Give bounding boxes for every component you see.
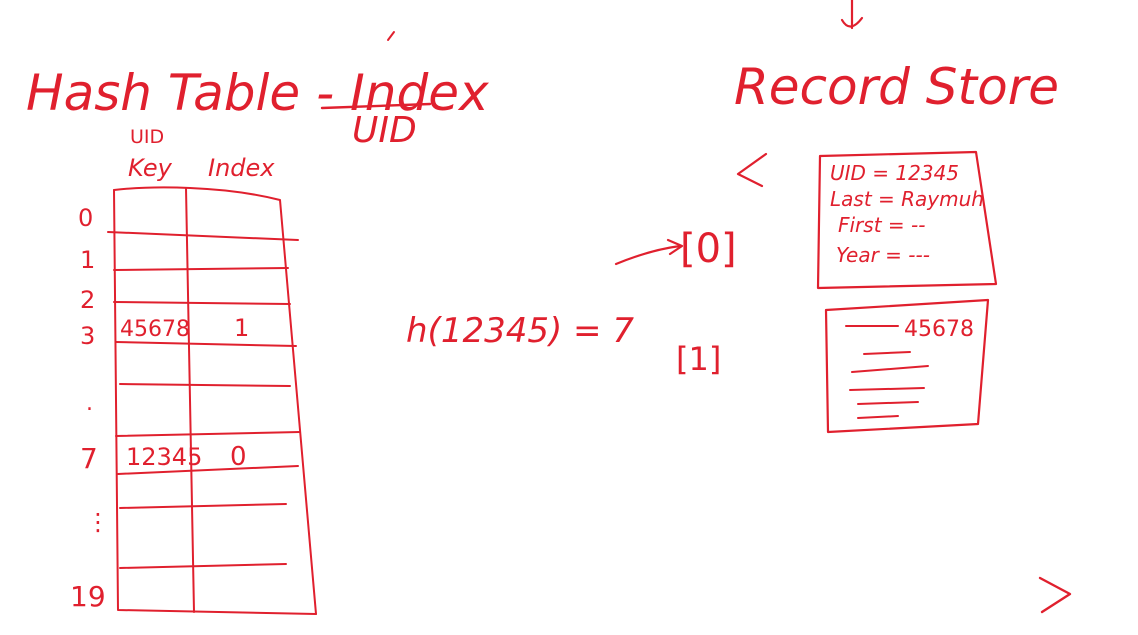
record-slot-label: [0]	[680, 226, 737, 272]
table-cell-key: 45678	[120, 317, 190, 342]
bracket-mark	[736, 152, 768, 188]
record-card: UID = 12345 Last = Raymuh First = -- Yea…	[816, 150, 998, 290]
index-column-header: Index	[208, 154, 275, 182]
record-card: 45678	[824, 298, 990, 434]
row-label: 19	[70, 580, 106, 613]
down-arrow-icon	[840, 0, 864, 30]
hash-table-grid	[107, 186, 317, 615]
hash-table-title: Hash Table - Index	[26, 64, 489, 122]
next-chevron-icon[interactable]	[1038, 576, 1072, 614]
record-scribble-lines	[849, 351, 929, 419]
record-field: Year = ---	[836, 243, 930, 267]
row-label: 1	[80, 246, 95, 274]
hash-table-title-sub: UID	[352, 110, 417, 151]
row-labels: 0 1 2 3 . 7 ⋮ 19	[70, 204, 110, 613]
table-cell-key: 12345	[126, 443, 202, 471]
row-label: ⋮	[86, 508, 110, 536]
record-uid: 45678	[904, 317, 974, 342]
row-label: 0	[78, 204, 93, 232]
row-label: 2	[80, 286, 95, 314]
record-field: First = --	[838, 213, 925, 237]
key-column-header: Key	[128, 154, 173, 182]
record-field: UID = 12345	[830, 161, 959, 185]
key-header-top: UID	[130, 126, 164, 148]
table-cell-index: 1	[234, 314, 249, 342]
table-cell-index: 0	[230, 442, 247, 472]
slash-mark-icon	[387, 31, 395, 41]
record-slot-label: [1]	[676, 340, 721, 378]
title-underline	[320, 102, 432, 110]
pointer-arrow-icon	[614, 238, 684, 266]
record-field: Last = Raymuh	[830, 187, 984, 211]
row-label: 7	[80, 442, 98, 475]
row-label: .	[86, 391, 93, 416]
row-label: 3	[80, 322, 95, 350]
hash-function-expression: h(12345) = 7	[406, 311, 634, 351]
record-store-title: Record Store	[734, 58, 1059, 116]
